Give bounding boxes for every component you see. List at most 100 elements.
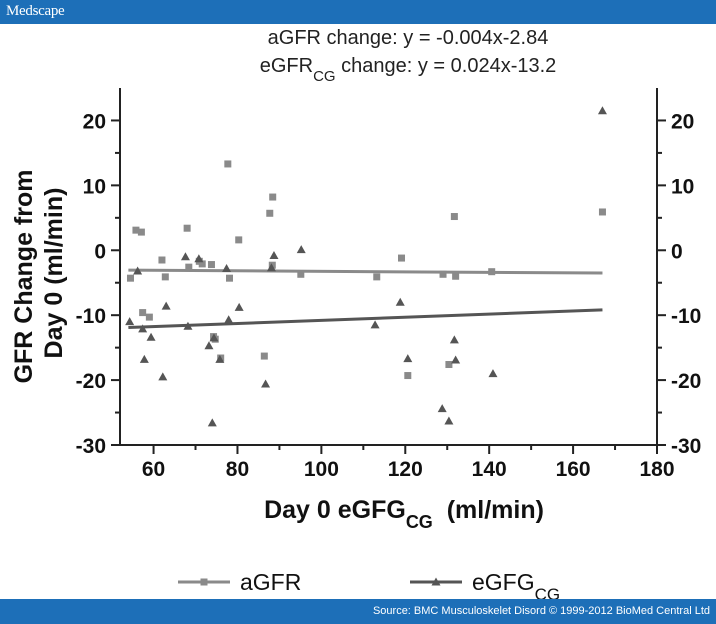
chart-title-line-2-tail: change: y = 0.024x-13.2 [336,55,557,77]
point-agfr [145,313,153,321]
point-egfg [158,372,168,381]
legend-label-egfg: eGFGCG [472,569,560,599]
point-agfr [269,193,277,201]
point-egfg [266,263,276,272]
point-agfr [198,260,206,268]
x-axis-title-text: Day 0 eGFG [264,496,406,524]
y-tick-label-left: 10 [83,175,106,198]
point-egfg [444,416,454,425]
y-axis-title: GFR Change from Day 0 (ml/min) [10,163,68,384]
point-egfg [597,106,607,115]
x-tick-label: 160 [556,458,591,481]
x-axis-title: Day 0 eGFGCG (ml/min) [264,496,544,532]
x-tick-label: 60 [142,458,165,481]
point-agfr [137,228,145,236]
point-egfg [207,418,217,427]
point-egfg [194,254,204,263]
point-egfg [370,320,380,329]
x-axis-title-sub: CG [406,512,433,532]
fit-line-agfr [128,268,603,275]
chart-title-line-2: eGFRCG change: y = 0.024x-13.2 [260,55,557,85]
header-bar: Medscape [0,0,716,24]
point-egfg [204,341,214,350]
point-agfr [452,272,460,280]
point-egfg [183,321,193,330]
point-egfg [403,354,413,363]
point-agfr [235,236,243,244]
point-agfr [266,209,274,217]
y-tick-label-right: -30 [671,435,701,458]
x-axis-title-unit: (ml/min) [433,496,544,524]
point-egfg [234,302,244,311]
point-agfr [207,261,215,269]
point-agfr [161,273,169,281]
x-tick-label: 100 [304,458,339,481]
point-agfr [598,208,606,216]
source-credit: Source: BMC Musculoskelet Disord © 1999-… [372,605,710,617]
point-egfg [133,266,143,275]
fit-lines [128,268,603,330]
chart-title-line-2-text: eGFR [260,55,313,77]
legend-marker-egfg [431,577,441,586]
point-egfg [215,354,225,363]
legend-label-text: aGFR [240,569,301,595]
point-egfg [449,335,459,344]
point-agfr [445,361,453,369]
chart-title-line-1-text: aGFR change: y = -0.004x-2.84 [268,27,549,49]
point-egfg [222,263,232,272]
y-tick-label-left: -30 [76,435,106,458]
point-agfr [224,160,232,168]
point-egfg [224,315,234,324]
scatter-chart: aGFR change: y = -0.004x-2.84 eGFRCG cha… [10,27,701,599]
point-agfr [183,224,191,232]
chart-title-line-2-sub: CG [313,68,336,85]
x-tick-label: 140 [472,458,507,481]
point-egfg [488,369,498,378]
legend: aGFR eGFGCG [178,569,560,599]
y-tick-label-left: -10 [76,305,106,328]
point-egfg [180,252,190,261]
point-egfg [161,301,171,310]
point-egfg [209,333,219,342]
point-agfr [439,270,447,278]
point-egfg [296,245,306,254]
point-agfr [404,372,412,380]
point-egfg [395,297,405,306]
point-egfg [261,379,271,388]
point-egfg [125,317,135,326]
legend-label-sub: CG [535,585,561,600]
y-axis-title-line-2: Day 0 (ml/min) [40,188,68,359]
x-tick-label: 180 [639,458,674,481]
legend-marker-agfr [200,578,208,586]
point-agfr [132,226,140,234]
point-agfr [185,263,193,271]
point-agfr [158,256,166,264]
point-agfr [297,270,305,278]
y-tick-label-left: 0 [94,240,106,263]
legend-label-agfr: aGFR [240,569,301,595]
data-points [125,106,607,427]
y-tick-label-left: 20 [83,110,106,133]
point-agfr [225,274,233,282]
y-tick-label-right: 0 [671,240,683,263]
point-egfg [451,355,461,364]
fit-line-egfg [128,308,603,330]
y-axis-title-line-1: GFR Change from [10,170,38,384]
x-tick-label: 80 [226,458,249,481]
y-tick-label-right: 10 [671,175,694,198]
legend-label-text: eGFG [472,569,535,595]
y-tick-label-right: -10 [671,305,701,328]
point-egfg [139,354,149,363]
point-agfr [260,352,268,360]
chart-title-line-1: aGFR change: y = -0.004x-2.84 [268,27,549,49]
x-tick-label: 120 [388,458,423,481]
point-agfr [450,213,458,221]
point-egfg [138,324,148,333]
y-tick-label-right: 20 [671,110,694,133]
y-tick-label-right: -20 [671,370,701,393]
point-agfr [398,254,406,262]
point-agfr [488,268,496,276]
point-agfr [126,274,134,282]
point-agfr [373,273,381,281]
